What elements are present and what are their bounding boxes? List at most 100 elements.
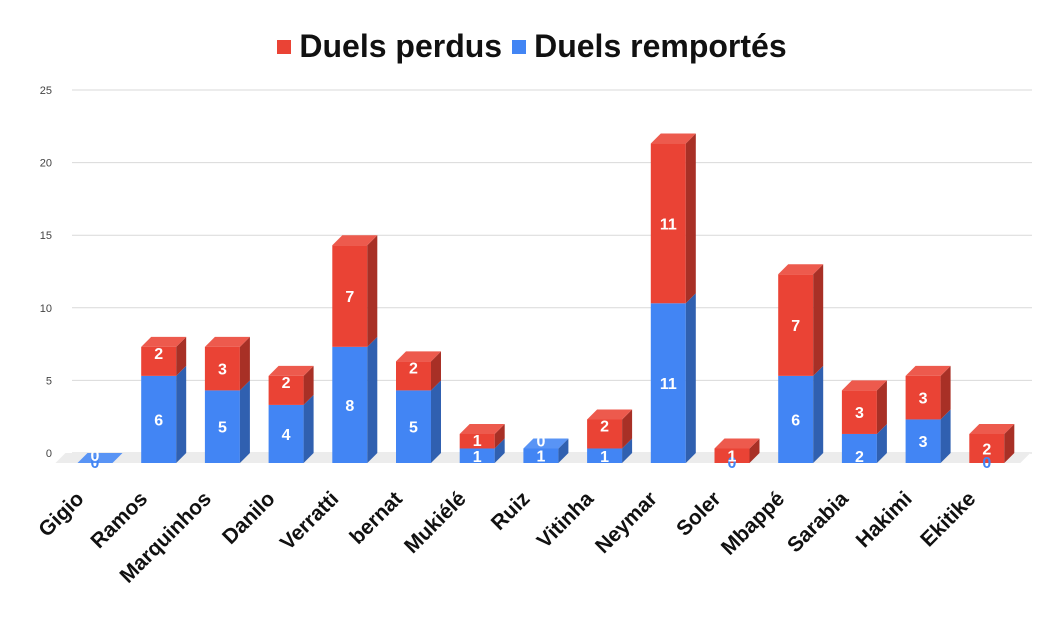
data-label-lost: 3 — [919, 391, 928, 408]
bar-lost-side — [367, 235, 378, 347]
bar-won-front — [204, 390, 240, 463]
bar-lost-front — [141, 346, 177, 376]
bar-top — [969, 423, 1015, 434]
x-tick-label: Ruiz — [487, 487, 535, 535]
data-label-lost: 3 — [218, 362, 227, 379]
bar-won-front — [905, 419, 941, 463]
legend-item-won: Duels remportés — [512, 28, 787, 65]
data-label-lost: 7 — [791, 318, 800, 335]
bar-lost-front — [396, 361, 431, 391]
bar-lost-side — [303, 365, 314, 405]
data-label-won: 5 — [218, 420, 227, 437]
bar-won-front — [523, 448, 559, 463]
y-tick-label: 25 — [40, 85, 52, 97]
bar-top — [459, 423, 505, 434]
legend-swatch-lost — [277, 39, 292, 54]
data-label-won: 0 — [982, 455, 991, 472]
x-tick-label: Gigio — [34, 487, 88, 541]
bar-top — [396, 351, 441, 362]
bar-top — [204, 336, 250, 347]
data-label-lost: 0 — [536, 433, 545, 450]
bar-lost-front — [714, 448, 750, 463]
data-label-won: 8 — [345, 398, 354, 415]
data-label-won: 3 — [919, 434, 928, 451]
x-tick-label: Soler — [672, 487, 725, 540]
data-label-won: 6 — [154, 412, 163, 429]
data-label-won: 0 — [728, 455, 737, 472]
bar-lost-side — [494, 423, 505, 449]
bar-top — [650, 133, 696, 144]
x-tick-label: Mukiélé — [400, 487, 471, 558]
data-label-lost: 7 — [345, 289, 354, 306]
bar-top — [268, 365, 314, 376]
bar-top — [841, 380, 887, 391]
data-label-lost: 1 — [728, 449, 737, 466]
bar-lost-side — [622, 409, 633, 449]
x-tick-label: Neymar — [591, 487, 662, 558]
x-tick-label: Ekitike — [916, 487, 980, 551]
legend-label-lost: Duels perdus — [299, 28, 503, 64]
bar-lost-front — [778, 274, 814, 376]
bar-won-side — [685, 293, 696, 463]
data-label-lost: 11 — [660, 216, 677, 233]
bar-won-side — [558, 438, 569, 463]
data-label-lost: 2 — [282, 375, 291, 392]
bar-won-side — [813, 365, 824, 463]
data-label-won: 2 — [855, 449, 864, 466]
bar-won-side — [303, 394, 314, 463]
bar-top — [905, 365, 951, 376]
bar-lost-side — [239, 336, 250, 391]
bar-won-side — [494, 438, 505, 463]
bar-won-front — [841, 433, 877, 463]
bar-top — [778, 264, 824, 275]
x-tick-label: Hakimi — [852, 487, 917, 552]
data-label-won: 1 — [536, 449, 545, 466]
bar-lost-side — [431, 351, 441, 391]
bar-won-side — [176, 365, 187, 463]
bar-won-side — [622, 438, 633, 463]
data-label-won: 4 — [282, 427, 291, 444]
bar-lost-front — [969, 433, 1005, 463]
bar-lost-front — [587, 419, 623, 449]
data-label-won: 11 — [660, 376, 677, 393]
bar-top — [714, 438, 760, 449]
bar-lost-front — [268, 375, 304, 405]
bar-lost-front — [332, 245, 368, 347]
bar-lost-side — [1004, 423, 1015, 463]
data-label-won: 0 — [91, 455, 100, 472]
bar-won-side — [876, 423, 887, 463]
legend-item-lost: Duels perdus — [277, 28, 502, 65]
bar-lost-front — [459, 433, 495, 449]
y-tick-label: 0 — [46, 448, 52, 460]
y-tick-label: 15 — [40, 230, 52, 242]
y-tick-label: 5 — [46, 375, 52, 387]
x-tick-label: bernat — [345, 487, 407, 549]
bar-lost-side — [685, 133, 696, 304]
data-label-won: 1 — [473, 449, 482, 466]
bar-top — [587, 409, 633, 420]
bar-won-side — [940, 409, 951, 463]
data-label-lost: 2 — [409, 360, 418, 377]
y-tick-label: 10 — [40, 303, 52, 315]
data-label-won: 5 — [409, 420, 418, 437]
bar-won-side — [239, 380, 250, 463]
bar-lost-front — [650, 143, 686, 304]
bar-won-front — [268, 404, 304, 463]
x-tick-label: Vitinha — [533, 487, 599, 553]
bar-lost-front — [905, 375, 941, 420]
data-label-won: 6 — [791, 412, 800, 429]
data-label-won: 1 — [600, 449, 609, 466]
data-label-lost: 2 — [982, 441, 991, 458]
data-label-lost: 1 — [473, 433, 482, 450]
bar-won-front — [650, 303, 686, 463]
bar-lost-side — [176, 336, 187, 376]
bar-won-side — [431, 380, 441, 463]
bar-lost-side — [813, 264, 824, 376]
bar-won-front — [141, 375, 177, 463]
bar-lost-side — [749, 438, 760, 463]
data-label-lost: 2 — [154, 346, 163, 363]
y-tick-label: 20 — [40, 158, 52, 170]
bar-lost-front — [204, 346, 240, 391]
